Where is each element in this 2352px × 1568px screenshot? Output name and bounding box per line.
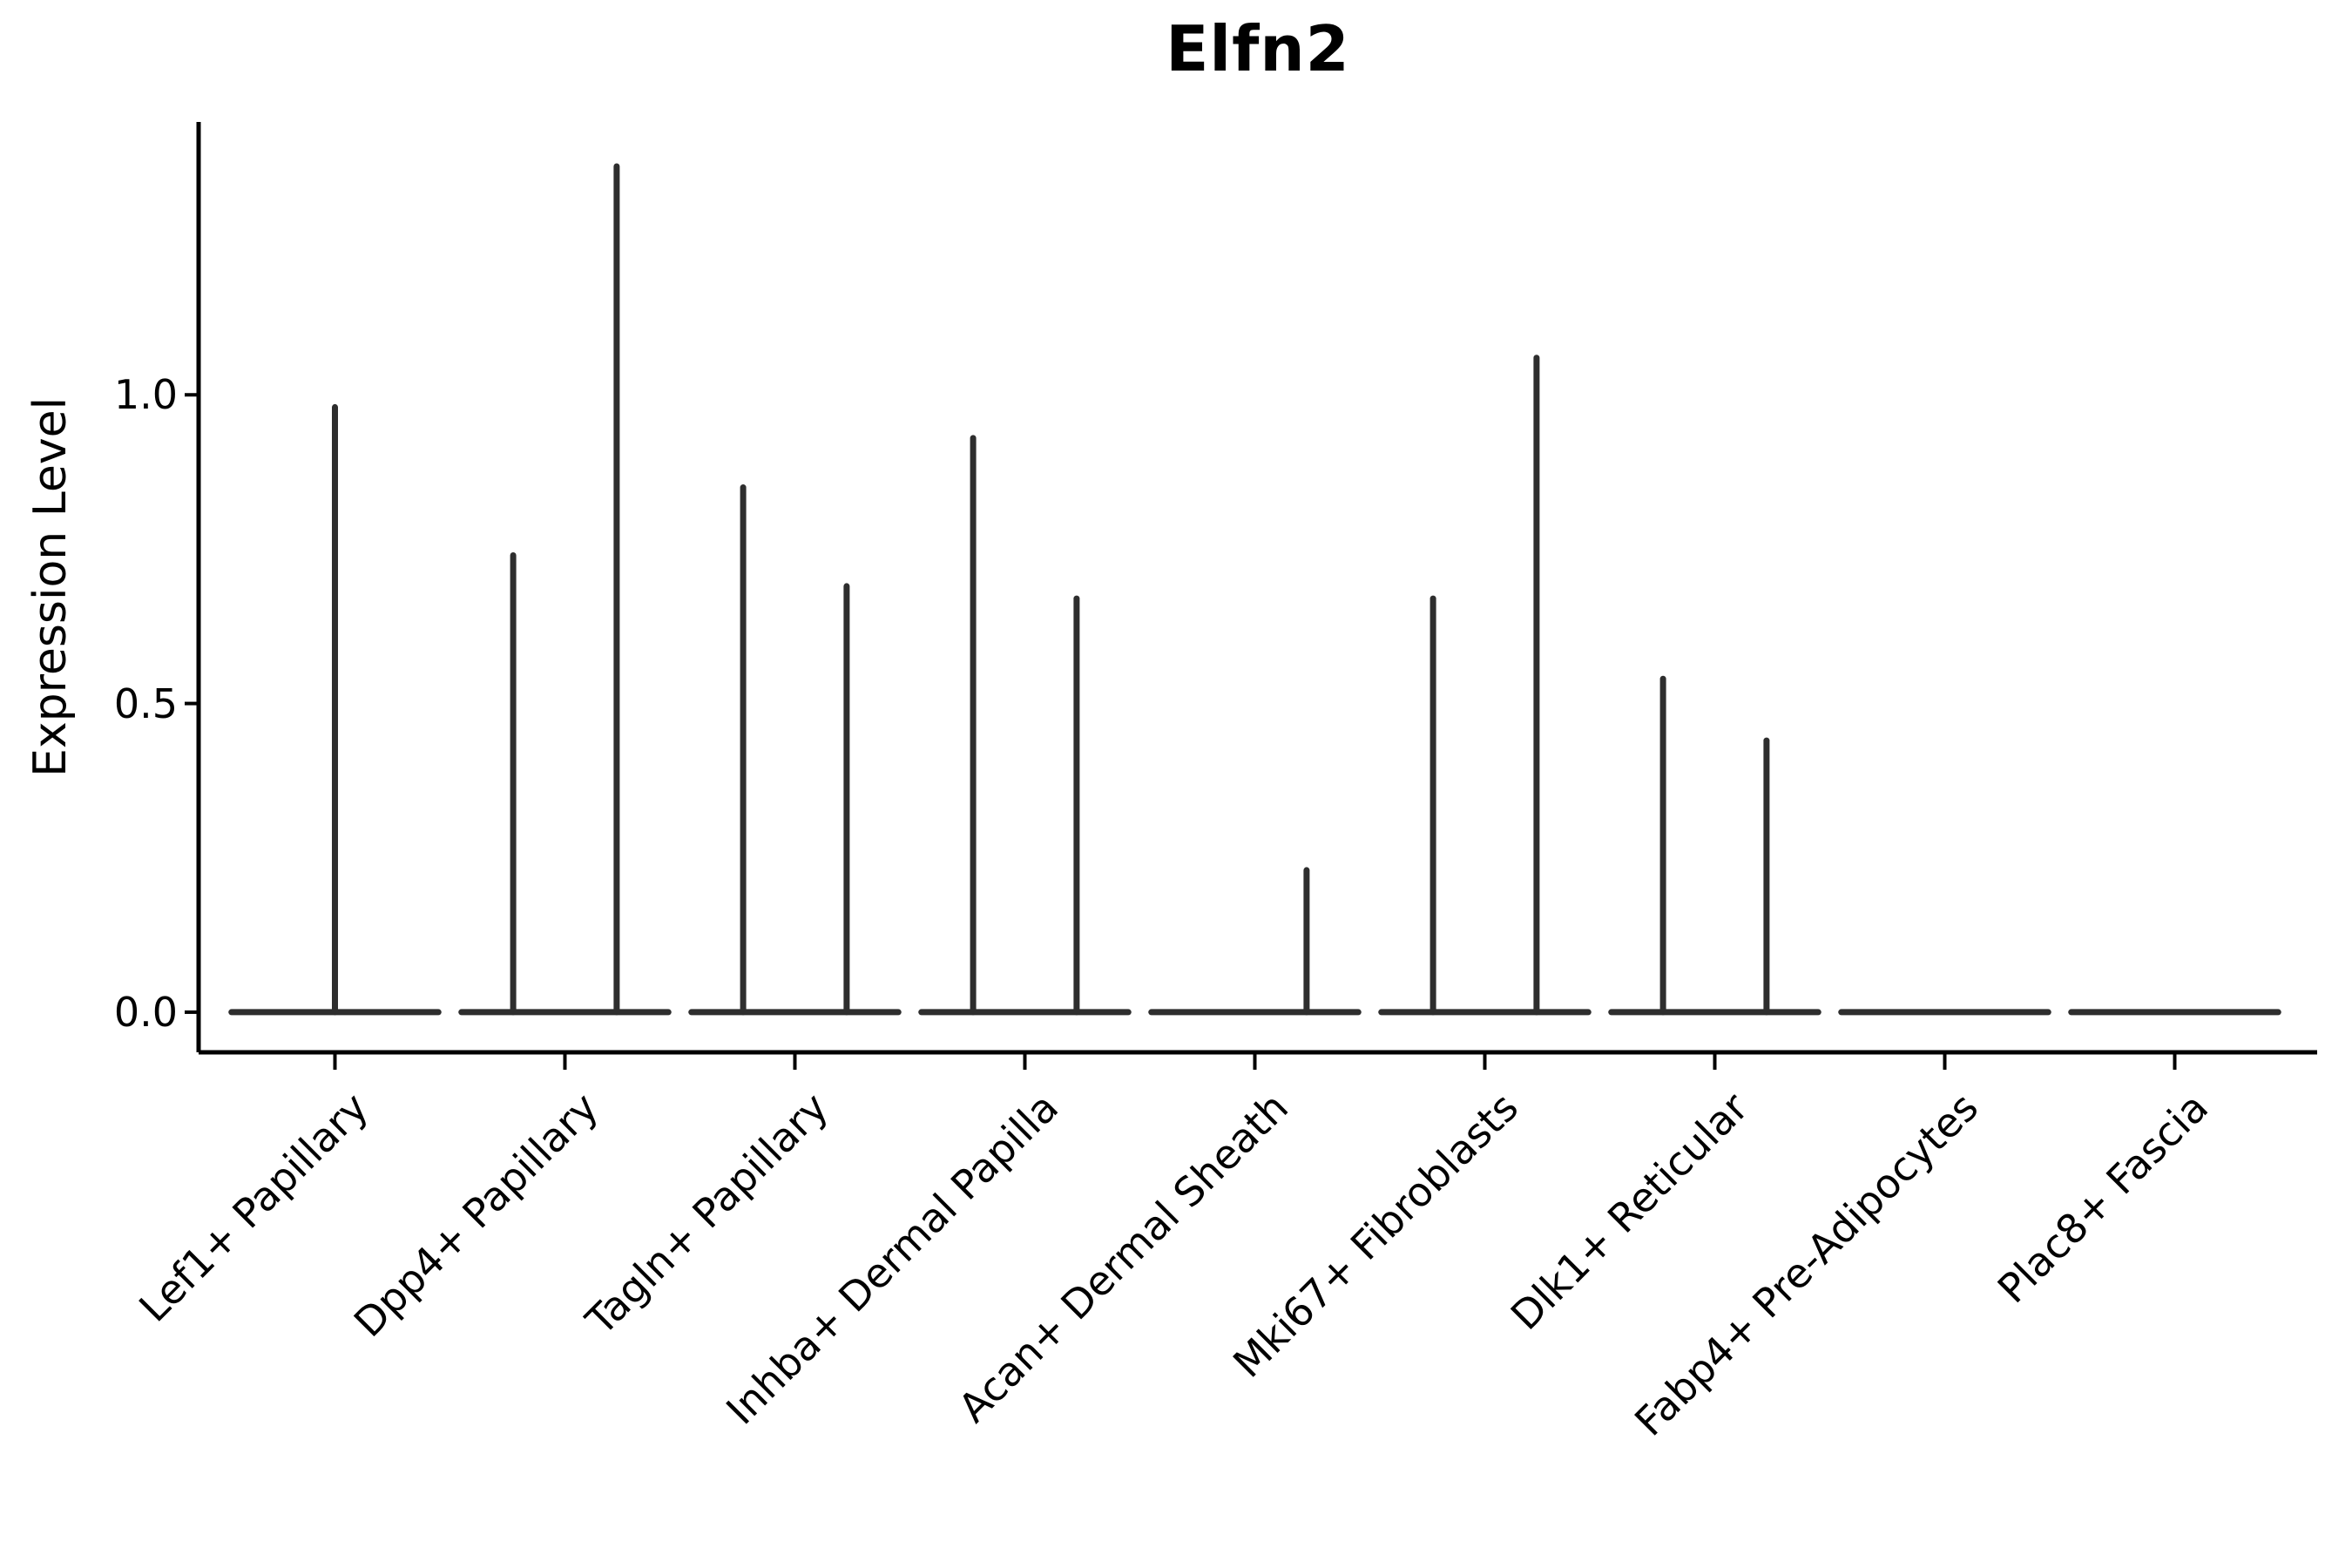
plot-area [185, 122, 2317, 1070]
y-tick-label: 1.0 [113, 371, 178, 419]
chart-title: Elfn2 [1166, 12, 1350, 85]
y-tick-label: 0.0 [113, 988, 178, 1036]
y-tick-label: 0.5 [113, 679, 178, 727]
